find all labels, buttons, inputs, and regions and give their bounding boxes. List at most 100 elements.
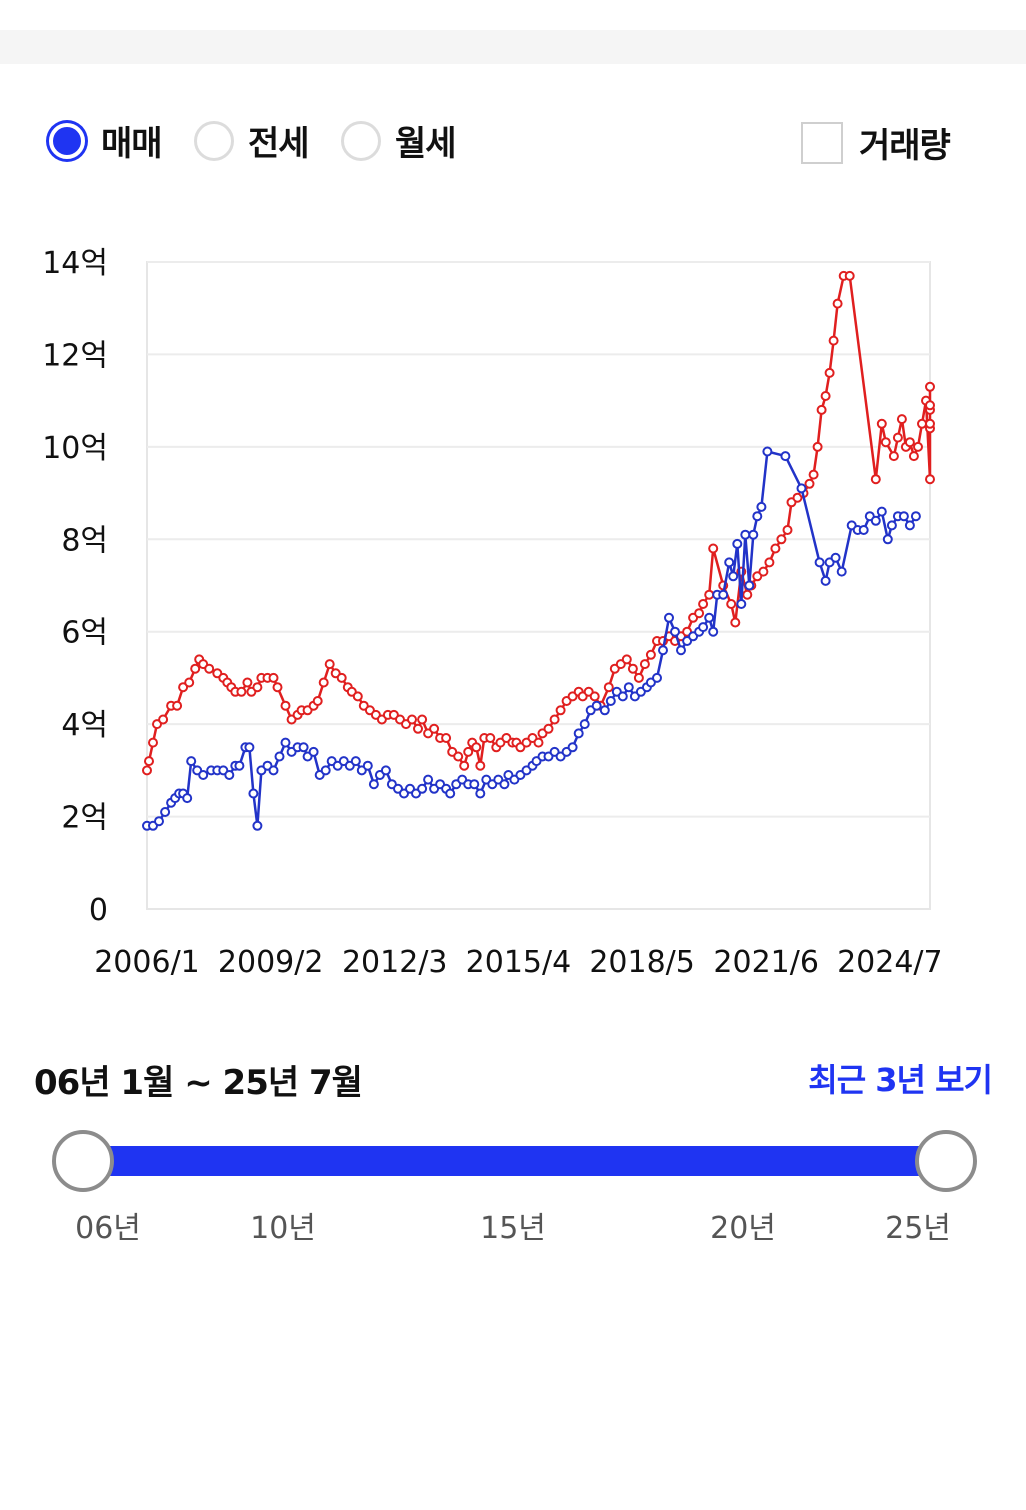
radio-monthly-rent-label: 월세 [395, 124, 457, 164]
radio-jeonse-label: 전세 [248, 124, 310, 164]
data-point [549, 714, 560, 725]
data-point [298, 742, 309, 753]
data-point [234, 760, 245, 771]
data-point [876, 418, 887, 429]
slider-tick-label: 25년 [885, 1211, 951, 1246]
data-point [555, 705, 566, 716]
data-point [475, 760, 486, 771]
data-point [441, 733, 452, 743]
data-point [362, 760, 373, 771]
data-point [599, 705, 610, 716]
data-point [190, 663, 201, 674]
slider-tick-label: 20년 [710, 1211, 776, 1246]
data-point [704, 589, 715, 600]
data-point [148, 737, 158, 748]
data-point [224, 770, 235, 780]
data-point [780, 451, 791, 462]
data-point [621, 654, 632, 665]
data-point [172, 700, 183, 711]
x-tick-label: 2021/6 [713, 945, 819, 980]
data-point [274, 751, 285, 762]
data-point [776, 534, 787, 545]
volume-checkbox-box [801, 121, 843, 164]
plot-area [146, 261, 931, 910]
data-point [814, 557, 825, 568]
range-label: 06년 1월 ~ 25년 7월 [34, 1063, 363, 1103]
recent-3-years-button[interactable]: 최근 3년 보기 [808, 1061, 993, 1099]
data-point [752, 511, 763, 522]
data-point [898, 511, 909, 522]
data-point [876, 506, 887, 517]
series-group [142, 270, 935, 831]
data-point [463, 746, 474, 757]
data-point [913, 441, 923, 452]
data-point [882, 534, 893, 545]
x-tick-label: 2024/7 [837, 945, 943, 980]
data-point [917, 418, 927, 429]
data-point [633, 672, 644, 683]
data-point [142, 765, 152, 776]
slider-tick-label: 06년 [75, 1211, 141, 1246]
range-slider[interactable] [84, 1146, 946, 1176]
x-tick-label: 2015/4 [466, 945, 572, 980]
data-point [204, 663, 215, 674]
data-point [698, 622, 709, 633]
x-tick-label: 2009/2 [218, 945, 324, 980]
data-point [910, 511, 921, 522]
data-point [694, 608, 705, 619]
data-point [740, 529, 751, 540]
data-point [252, 820, 263, 831]
data-point [154, 816, 164, 827]
radio-jeonse[interactable]: 전세 [194, 116, 310, 165]
x-tick-label: 2018/5 [589, 945, 695, 980]
data-point [567, 742, 578, 753]
data-point [352, 691, 363, 702]
data-point [652, 672, 662, 683]
range-slider-track[interactable] [84, 1146, 946, 1176]
data-point [413, 723, 423, 734]
data-point [670, 626, 680, 637]
data-point [836, 566, 847, 577]
data-point [908, 451, 919, 462]
data-point [676, 645, 686, 656]
data-point [417, 714, 428, 725]
data-point [816, 404, 827, 415]
top-bar [0, 30, 1026, 64]
y-tick-label: 10억 [42, 431, 108, 466]
radio-monthly-rent[interactable]: 월세 [341, 116, 457, 165]
radio-monthly-rent-dot [341, 120, 381, 161]
data-point [368, 779, 379, 790]
data-point [726, 599, 737, 609]
data-point [182, 793, 193, 804]
radio-sale-label: 매매 [101, 124, 163, 164]
data-point [423, 774, 434, 785]
range-slider-end-handle[interactable] [915, 1130, 977, 1192]
data-point [704, 612, 715, 623]
data-point [499, 779, 510, 790]
data-point [248, 788, 259, 799]
data-point [459, 760, 470, 771]
data-point [158, 714, 169, 725]
data-point [870, 474, 881, 485]
data-point [312, 696, 323, 706]
data-point [744, 580, 755, 591]
data-point [904, 520, 915, 531]
data-point [639, 659, 650, 670]
radio-sale[interactable]: 매매 [47, 116, 163, 165]
data-point [417, 783, 428, 794]
data-point [429, 723, 440, 734]
data-point [623, 682, 634, 693]
data-point [242, 677, 253, 688]
data-point [756, 501, 767, 512]
volume-checkbox[interactable]: 거래량 [801, 118, 951, 167]
data-point [832, 298, 843, 309]
data-point [589, 691, 600, 702]
data-point [904, 437, 915, 448]
range-slider-start-handle[interactable] [52, 1130, 114, 1192]
data-point [236, 686, 247, 697]
data-point [886, 520, 897, 531]
data-point [820, 575, 831, 586]
y-tick-label: 8억 [61, 523, 108, 558]
data-point [664, 612, 674, 623]
y-axis: 0 2억 4억 6억 8억 10억 12억 14억 [42, 246, 108, 928]
